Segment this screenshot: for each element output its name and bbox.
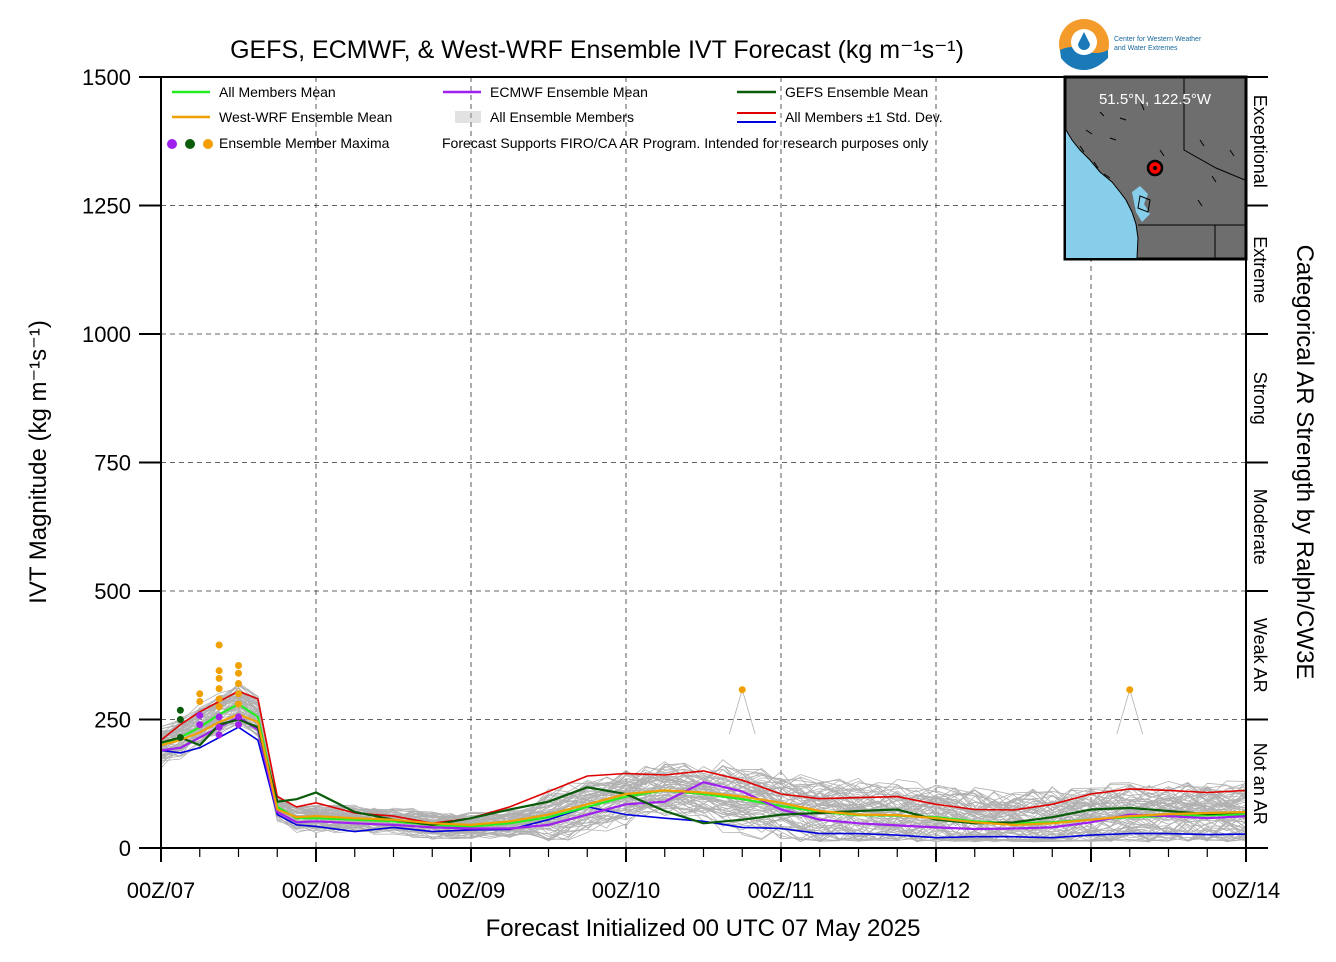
maxima-dot — [215, 713, 223, 721]
legend-disclaimer: Forecast Supports FIRO/CA AR Program. In… — [442, 135, 928, 151]
ensemble-member-line — [161, 691, 1246, 821]
series-line — [161, 726, 1246, 839]
y-tick-label: 1000 — [82, 322, 131, 347]
maxima-dot — [738, 686, 746, 694]
maxima-dot — [215, 641, 223, 649]
ensemble-member-line — [161, 687, 1246, 818]
x-tick-label: 00Z/08 — [282, 878, 351, 903]
y-axis-ticks: 0 250 500 750 1000 1250 1500 — [82, 65, 161, 861]
maxima-dot — [196, 711, 204, 719]
maxima-dot — [215, 667, 223, 675]
x-tick-label: 00Z/09 — [437, 878, 506, 903]
x-tick-label: 00Z/13 — [1057, 878, 1126, 903]
legend-swatch-all-members — [455, 111, 481, 123]
series-line — [161, 690, 1246, 825]
maxima-dot — [196, 698, 204, 706]
maxima-dot — [235, 662, 242, 670]
logo-text-line1: Center for Western Weather — [1114, 36, 1202, 43]
ar-category-label: Weak AR — [1250, 618, 1270, 693]
maxima-dot — [235, 713, 242, 721]
inset-location-label: 51.5°N, 122.5°W — [1099, 91, 1212, 108]
logo-text-line2: and Water Extremes — [1114, 45, 1178, 52]
ensemble-member-line — [161, 693, 1246, 822]
ar-category-label: Exceptional — [1250, 95, 1270, 188]
y-tick-label: 250 — [94, 708, 131, 733]
maxima-dot — [215, 695, 223, 703]
y-axis-label: IVT Magnitude (kg m⁻¹s⁻¹) — [25, 320, 52, 604]
ar-category-label: Moderate — [1250, 489, 1270, 565]
y-tick-label: 1500 — [82, 65, 131, 90]
series-lines — [161, 690, 1246, 839]
maxima-dot — [215, 731, 223, 739]
y-tick-label: 0 — [119, 836, 131, 861]
y-tick-label: 1250 — [82, 194, 131, 219]
maxima-dot — [176, 733, 184, 741]
legend: All Members Mean ECMWF Ensemble Mean GEF… — [167, 84, 943, 151]
member-maxima — [176, 641, 1144, 741]
maxima-dot — [196, 690, 204, 698]
legend-dot-ecmwf — [167, 139, 177, 149]
maxima-dot — [215, 703, 223, 711]
legend-dot-westwrf — [203, 139, 213, 149]
maxima-dot — [235, 680, 242, 688]
maxima-dot — [215, 685, 223, 693]
x-axis-label: Forecast Initialized 00 UTC 07 May 2025 — [486, 915, 921, 942]
gridlines — [161, 77, 1246, 848]
series-line — [161, 713, 1246, 827]
cw3e-logo: Center for Western Weather and Water Ext… — [1059, 19, 1202, 70]
maxima-dot — [215, 674, 223, 682]
ensemble-member-line — [161, 713, 1246, 842]
series-line — [161, 715, 1246, 831]
legend-dot-gefs — [185, 139, 195, 149]
x-tick-label: 00Z/14 — [1212, 878, 1281, 903]
legend-label-std-dev: All Members ±1 Std. Dev. — [785, 109, 943, 125]
legend-label-maxima: Ensemble Member Maxima — [219, 135, 390, 151]
ar-category-label: Not an AR — [1250, 743, 1270, 825]
maxima-dot — [1126, 686, 1134, 694]
ar-category-axis: Not an AR Weak AR Moderate Strong Extreme Exc… — [1246, 76, 1270, 849]
right-axis-label: Categorical AR Strength by Ralph/CW3E — [1291, 245, 1318, 680]
x-axis-ticks: 00Z/07 00Z/08 00Z/09 00Z/10 00Z/11 00Z/12 00Z/… — [127, 848, 1281, 903]
ar-category-label: Strong — [1250, 372, 1270, 425]
x-tick-label: 00Z/07 — [127, 878, 196, 903]
legend-label-all-mean: All Members Mean — [219, 84, 336, 100]
maxima-dot — [235, 669, 242, 677]
ensemble-member-line — [161, 720, 1246, 842]
legend-label-gefs-mean: GEFS Ensemble Mean — [785, 84, 928, 100]
legend-label-ecmwf-mean: ECMWF Ensemble Mean — [490, 84, 648, 100]
y-tick-label: 500 — [94, 579, 131, 604]
maxima-dot — [215, 723, 223, 731]
maxima-dot — [176, 716, 184, 723]
location-inset-map: 51.5°N, 122.5°W — [1063, 75, 1248, 261]
ensemble-member-line — [161, 717, 1246, 843]
ar-category-label: Extreme — [1250, 236, 1270, 303]
y-tick-label: 750 — [94, 451, 131, 476]
maxima-dot — [235, 721, 242, 729]
maxima-dot — [235, 690, 242, 698]
ensemble-member-line — [161, 697, 1246, 829]
x-tick-label: 00Z/12 — [902, 878, 971, 903]
legend-label-all-members: All Ensemble Members — [490, 109, 634, 125]
ensemble-member-line — [161, 686, 1246, 822]
maxima-dot — [196, 721, 204, 729]
map-ocean — [1066, 130, 1138, 258]
x-tick-label: 00Z/11 — [748, 878, 815, 903]
x-tick-label: 00Z/10 — [592, 878, 661, 903]
maxima-dot — [176, 706, 184, 714]
maxima-dot — [235, 700, 242, 708]
legend-label-westwrf-mean: West-WRF Ensemble Mean — [219, 109, 392, 125]
chart-title: GEFS, ECMWF, & West-WRF Ensemble IVT For… — [230, 36, 964, 64]
